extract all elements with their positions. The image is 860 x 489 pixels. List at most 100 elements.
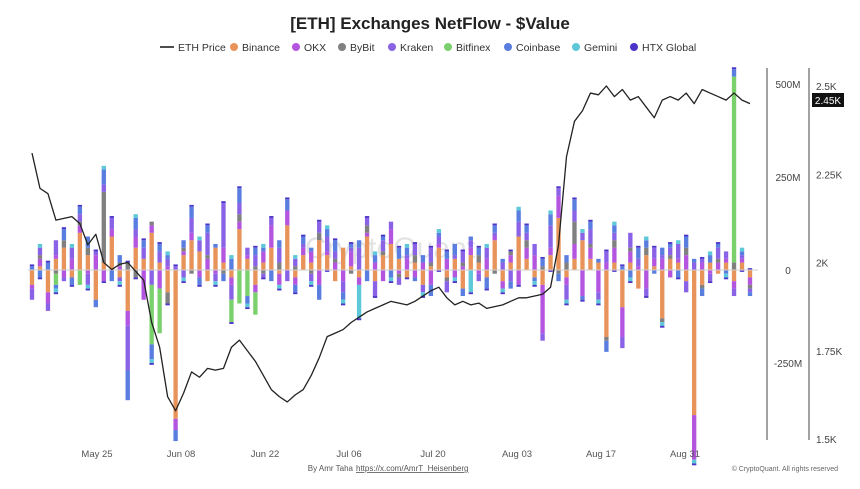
- bar-binance: [29, 270, 35, 285]
- bar-binance: [197, 251, 202, 270]
- bar-kraken: [396, 277, 402, 285]
- bar-kraken: [157, 251, 162, 263]
- bar-gemini: [660, 322, 665, 326]
- legend-item-okx[interactable]: OKX: [292, 42, 326, 54]
- bar-okx: [372, 262, 378, 270]
- bar-binance: [747, 270, 753, 278]
- bar-binance: [428, 266, 434, 270]
- bar-gemini: [197, 236, 202, 241]
- bar-coinbase: [356, 240, 362, 248]
- y-right-tick-label: 1.5K: [816, 435, 837, 446]
- bar-binance: [516, 236, 521, 270]
- legend-item-coinbase[interactable]: Coinbase: [504, 42, 561, 54]
- bar-binance: [165, 270, 170, 293]
- legend-dot-marker: [504, 43, 512, 51]
- bar-kraken: [676, 243, 681, 259]
- footer-link[interactable]: https://x.com/AmrT_Heisenberg: [356, 464, 468, 473]
- bar-coinbase: [572, 199, 577, 211]
- bar-htx-global: [149, 363, 154, 365]
- bar-binance: [340, 247, 346, 270]
- bar-coinbase: [301, 236, 306, 244]
- bar-gemini: [149, 359, 154, 363]
- bar-okx: [340, 270, 346, 282]
- x-tick-label: Jul 20: [420, 449, 445, 460]
- bar-okx: [564, 277, 569, 285]
- bar-kraken: [532, 243, 537, 256]
- bar-coinbase: [628, 270, 633, 278]
- bar-htx-global: [508, 249, 513, 252]
- bar-okx: [325, 251, 330, 256]
- bar-bybit: [133, 270, 138, 278]
- bar-htx-global: [747, 268, 753, 270]
- bar-coinbase: [237, 188, 242, 204]
- bar-okx: [628, 251, 633, 263]
- bar-htx-global: [564, 303, 569, 306]
- legend-label: Kraken: [400, 42, 433, 54]
- bar-htx-global: [372, 296, 378, 298]
- legend-item-htx-global[interactable]: HTX Global: [630, 42, 696, 54]
- bar-kraken: [572, 210, 577, 222]
- bar-bybit: [644, 247, 649, 256]
- bar-okx: [476, 270, 481, 274]
- legend-item-binance[interactable]: Binance: [230, 42, 280, 54]
- bar-htx-global: [676, 277, 681, 280]
- bar-okx: [516, 270, 521, 285]
- bar-kraken: [317, 221, 322, 233]
- bar-binance: [731, 270, 737, 282]
- bar-okx: [540, 284, 545, 334]
- bar-binance: [492, 240, 497, 270]
- bar-binance: [684, 270, 689, 282]
- bar-kraken: [476, 273, 481, 282]
- bar-bybit: [747, 284, 753, 289]
- bar-bybit: [684, 247, 689, 256]
- bar-bybit: [540, 266, 545, 270]
- bar-okx: [77, 225, 83, 233]
- bar-bybit: [189, 270, 194, 274]
- bar-htx-global: [556, 186, 561, 189]
- bar-binance: [588, 258, 593, 270]
- bar-okx: [620, 307, 625, 337]
- bar-kraken: [93, 251, 98, 256]
- legend-item-bybit[interactable]: ByBit: [338, 42, 375, 54]
- bar-coinbase: [133, 217, 138, 230]
- legend-item-kraken[interactable]: Kraken: [388, 42, 433, 54]
- bar-coinbase: [45, 262, 51, 270]
- legend-item-bitfinex[interactable]: Bitfinex: [444, 42, 491, 54]
- bar-kraken: [484, 247, 489, 259]
- bar-okx: [556, 195, 561, 218]
- bar-htx-global: [309, 284, 314, 287]
- bar-coinbase: [596, 258, 601, 263]
- bar-binance: [261, 262, 266, 270]
- legend-dot-marker: [230, 43, 238, 51]
- bar-coinbase: [412, 277, 418, 282]
- bar-okx: [388, 229, 394, 244]
- bar-bitfinex: [149, 284, 154, 345]
- bar-kraken: [500, 262, 505, 270]
- bar-okx: [293, 277, 298, 285]
- bar-bybit: [699, 284, 705, 289]
- bar-kraken: [428, 247, 434, 263]
- bar-coinbase: [173, 429, 178, 442]
- bar-bitfinex: [157, 288, 162, 334]
- bar-coinbase: [676, 270, 681, 278]
- legend-item-gemini[interactable]: Gemini: [572, 42, 617, 54]
- bar-okx: [500, 281, 505, 289]
- bar-binance: [364, 236, 370, 270]
- bar-htx-global: [364, 216, 370, 218]
- bar-htx-global: [348, 242, 354, 244]
- bar-gemini: [739, 247, 745, 252]
- bar-htx-global: [117, 284, 122, 287]
- bar-htx-global: [596, 303, 601, 306]
- bar-coinbase: [588, 221, 593, 230]
- bar-binance: [325, 255, 330, 270]
- bar-coinbase: [580, 296, 585, 300]
- bar-htx-global: [412, 242, 418, 244]
- bar-kraken: [325, 236, 330, 252]
- bar-htx-global: [604, 249, 609, 252]
- y-left-tick-label: -250M: [774, 359, 802, 370]
- bar-okx: [723, 258, 729, 263]
- legend-item-eth-price[interactable]: ETH Price: [160, 42, 226, 54]
- bar-binance: [460, 270, 465, 289]
- bar-htx-global: [652, 245, 657, 248]
- bar-coinbase: [77, 206, 83, 215]
